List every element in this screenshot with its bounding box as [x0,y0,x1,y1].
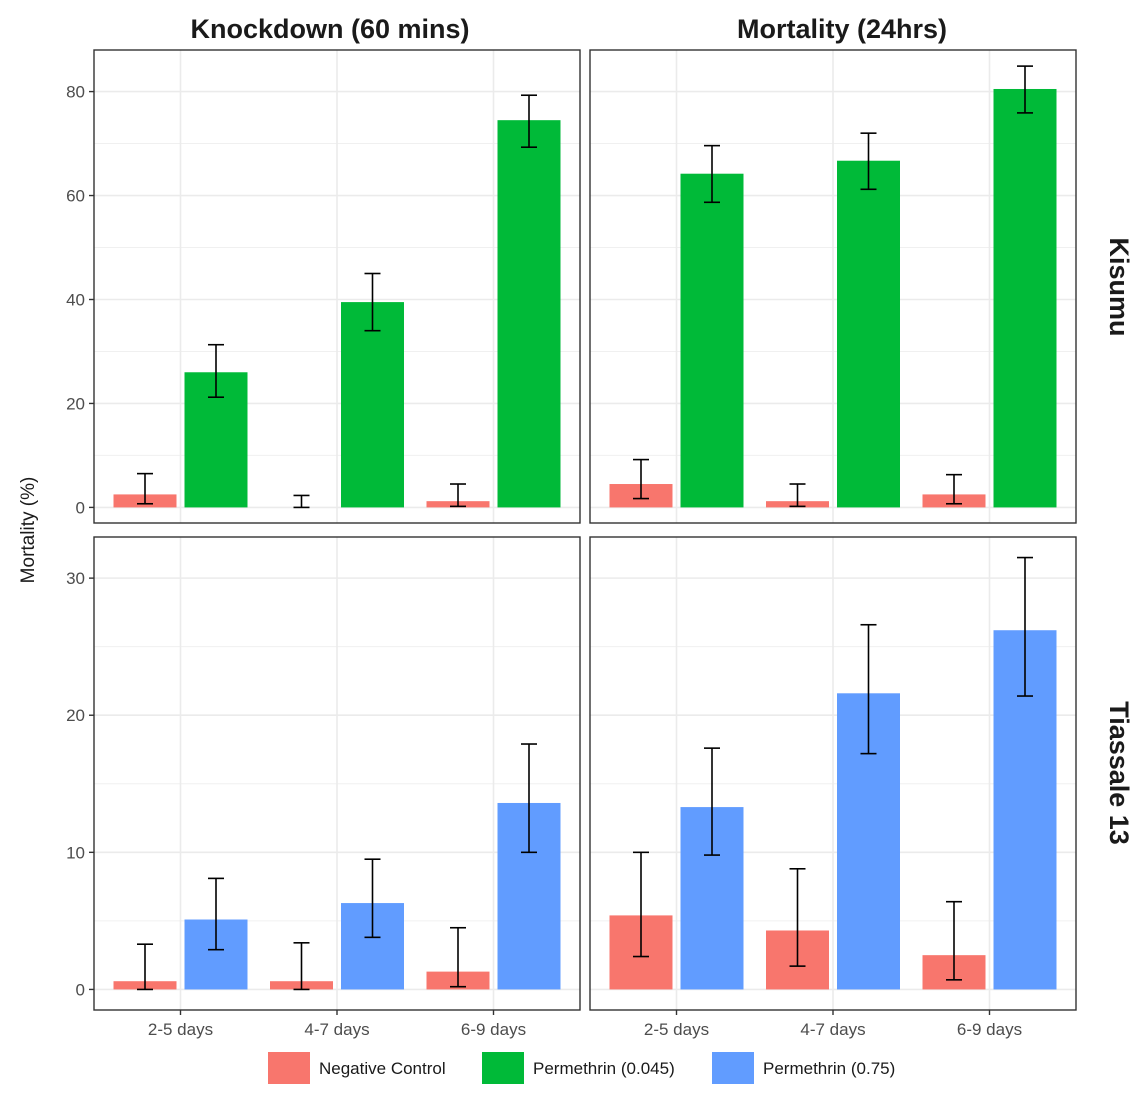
y-tick-label: 20 [66,706,85,725]
panel-border [93,49,581,524]
panels: 0 20 40 60 80 0 10 20 30 2-5 days 4-7 days 6-9 days… [66,49,1077,1039]
x-tick-label: 4-7 days [800,1020,865,1039]
error-bar [789,483,806,508]
y-tick-label: 20 [66,394,85,413]
error-bar [208,877,224,951]
error-bar [521,94,537,148]
legend-entry: Permethrin (0.75) [712,1052,895,1084]
error-bar [364,858,381,939]
panel-1 [589,49,1077,524]
legend-label: Permethrin (0.75) [763,1059,895,1078]
legend-label: Negative Control [319,1059,446,1078]
error-bar [137,943,153,991]
row-title-kisumu: Kisumu [1104,237,1134,336]
y-tick-label: 0 [76,498,85,517]
error-bar [293,942,310,991]
error-bar [860,623,877,755]
y-tick-label: 0 [76,980,85,999]
column-title-knockdown: Knockdown (60 mins) [190,14,469,44]
y-tick-label: 30 [66,569,85,588]
error-bar [789,867,806,967]
error-bar [1017,556,1033,697]
error-bar [521,743,537,854]
error-bar [704,144,720,204]
error-bar [208,343,224,399]
panel-3: 2-5 days 4-7 days 6-9 days [589,536,1077,1039]
panel-border [589,49,1077,524]
error-bar [946,900,962,981]
x-tick-label: 6-9 days [461,1020,526,1039]
legend-key [268,1052,310,1084]
bar [680,173,744,508]
error-bar [946,473,962,505]
bar [993,88,1057,508]
row-title-tiassale: Tiassale 13 [1104,701,1134,845]
bar [497,120,561,508]
legend-key [712,1052,754,1084]
legend-label: Permethrin (0.045) [533,1059,675,1078]
panel-2: 0 10 20 30 2-5 days 4-7 days 6-9 days [66,536,581,1039]
error-bar [450,926,466,988]
x-tick-label: 2-5 days [148,1020,213,1039]
error-bar [293,494,310,509]
error-bar [860,132,877,191]
y-tick-label: 60 [66,187,85,206]
error-bar [450,483,466,508]
x-tick-label: 6-9 days [957,1020,1022,1039]
error-bar [1017,65,1033,114]
x-tick-label: 4-7 days [304,1020,369,1039]
error-bar [633,458,649,500]
bar [341,302,404,508]
legend: Negative Control Permethrin (0.045) Permet… [268,1052,895,1084]
error-bar [704,747,720,856]
panel-0: 0 20 40 60 80 [66,49,581,524]
x-tick-label: 2-5 days [644,1020,709,1039]
column-title-mortality: Mortality (24hrs) [737,14,947,44]
bar [837,160,900,508]
legend-entry: Permethrin (0.045) [482,1052,675,1084]
legend-entry: Negative Control [268,1052,446,1084]
y-tick-label: 80 [66,83,85,102]
y-axis-title: Mortality (%) [18,477,39,584]
legend-key [482,1052,524,1084]
y-tick-label: 10 [66,843,85,862]
error-bar [137,472,153,505]
y-tick-label: 40 [66,290,85,309]
error-bar [364,272,381,332]
error-bar [633,851,649,958]
